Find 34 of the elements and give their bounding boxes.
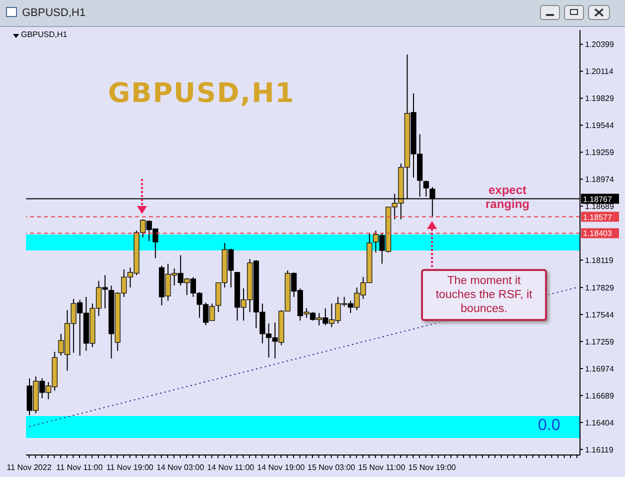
y-tick-label: 1.16689 bbox=[585, 391, 614, 400]
annotation: expect ranging bbox=[484, 183, 530, 212]
x-tick-label: 14 Nov 03:00 bbox=[156, 463, 205, 472]
x-tick-label: 11 Nov 2022 bbox=[6, 463, 52, 472]
ref-line-label: 1.18403 bbox=[583, 229, 612, 238]
x-tick-label: 11 Nov 11:00 bbox=[56, 463, 104, 472]
y-tick-label: 1.16119 bbox=[585, 445, 614, 454]
y-tick-label: 1.16974 bbox=[585, 364, 614, 374]
y-tick-label: 1.19259 bbox=[585, 148, 614, 158]
x-tick-label: 11 Nov 19:00 bbox=[106, 463, 154, 472]
text: GBPUSD,H1 bbox=[108, 78, 295, 109]
y-tick-label: 1.19544 bbox=[585, 121, 614, 130]
annotation: 0.0 bbox=[538, 417, 560, 435]
y-tick-label: 1.17544 bbox=[585, 310, 614, 320]
ref-line-label: 1.18767 bbox=[583, 194, 612, 204]
annotation: GBPUSD,H1 bbox=[21, 30, 68, 39]
y-tick-label: 1.19829 bbox=[585, 94, 614, 104]
ref-line-label: 1.18577 bbox=[583, 212, 612, 222]
y-tick-label: 1.20399 bbox=[585, 40, 614, 50]
y-tick-label: 1.18974 bbox=[585, 175, 614, 184]
chart-subtitle: GBPUSD,H1 bbox=[22, 7, 86, 19]
x-tick-label: 14 Nov 11:00 bbox=[207, 463, 255, 472]
y-tick-label: 1.20114 bbox=[585, 67, 614, 76]
x-tick-label: 15 Nov 03:00 bbox=[308, 463, 356, 472]
x-tick-label: 14 Nov 19:00 bbox=[257, 463, 306, 472]
x-tick-label: 15 Nov 11:00 bbox=[358, 463, 406, 472]
y-tick-label: 1.18119 bbox=[585, 256, 614, 265]
y-tick-label: 1.16404 bbox=[585, 418, 614, 428]
y-tick-label: 1.18689 bbox=[585, 202, 614, 211]
y-tick-label: 1.17259 bbox=[585, 337, 614, 346]
y-tick-label: 1.17829 bbox=[585, 283, 614, 292]
annotation: The moment it touches the RSF, it bounces. bbox=[421, 269, 547, 321]
candlestick bbox=[423, 180, 429, 198]
x-tick-label: 15 Nov 19:00 bbox=[408, 463, 456, 472]
